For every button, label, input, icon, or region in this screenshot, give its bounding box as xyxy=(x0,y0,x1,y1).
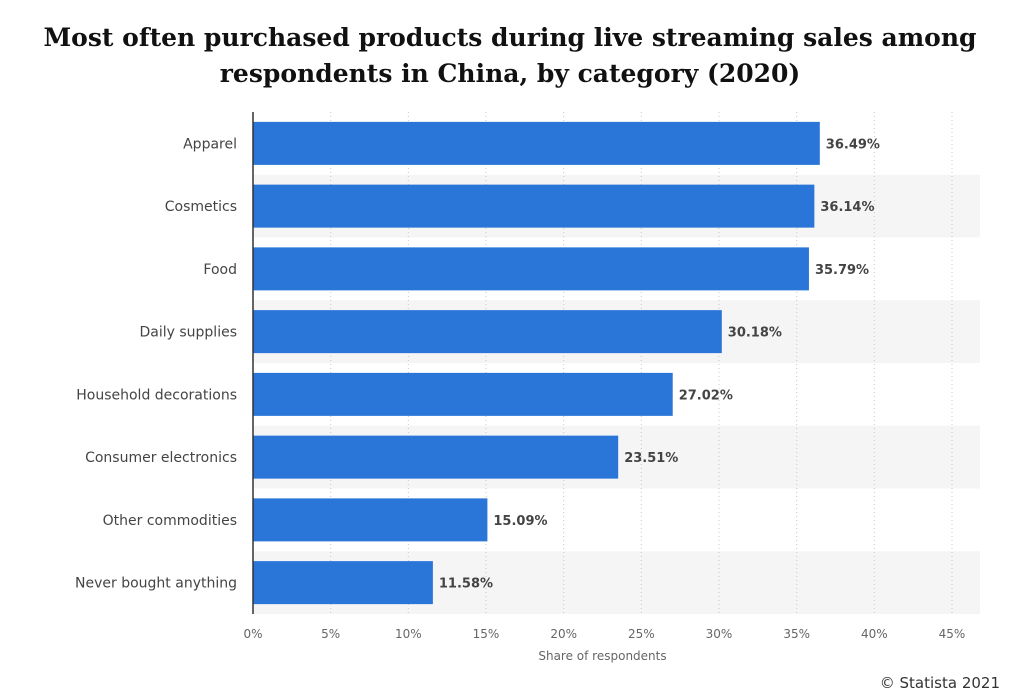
bar xyxy=(253,184,815,228)
bar xyxy=(253,498,488,542)
x-tick-label: 5% xyxy=(321,627,340,641)
category-label: Apparel xyxy=(183,136,237,152)
value-label: 35.79% xyxy=(815,263,869,278)
category-label: Other commodities xyxy=(103,513,237,529)
bar xyxy=(253,561,433,605)
copyright-text: © Statista 2021 xyxy=(879,674,1000,692)
category-label: Never bought anything xyxy=(75,576,237,592)
chart-title: Most often purchased products during liv… xyxy=(43,23,977,88)
bar xyxy=(253,247,809,291)
x-tick-label: 15% xyxy=(473,627,500,641)
x-tick-label: 25% xyxy=(628,627,655,641)
bar xyxy=(253,121,820,165)
value-label: 15.09% xyxy=(493,514,547,529)
x-tick-label: 35% xyxy=(783,627,810,641)
value-label: 11.58% xyxy=(439,577,493,592)
x-tick-label: 20% xyxy=(550,627,577,641)
x-tick-label: 45% xyxy=(939,627,966,641)
value-label: 30.18% xyxy=(728,326,782,341)
x-tick-label: 0% xyxy=(243,627,262,641)
x-axis-title: Share of respondents xyxy=(538,649,666,663)
x-tick-label: 40% xyxy=(861,627,888,641)
x-tick-label: 10% xyxy=(395,627,422,641)
value-label: 27.02% xyxy=(679,388,733,403)
bar xyxy=(253,310,722,354)
value-label: 23.51% xyxy=(624,451,678,466)
category-label: Daily supplies xyxy=(139,325,237,341)
category-label: Consumer electronics xyxy=(85,450,237,466)
value-label: 36.49% xyxy=(826,137,880,152)
value-label: 36.14% xyxy=(820,200,874,215)
category-label: Household decorations xyxy=(76,387,237,403)
x-tick-label: 30% xyxy=(706,627,733,641)
bar xyxy=(253,435,619,479)
bar xyxy=(253,372,673,416)
category-label: Cosmetics xyxy=(165,199,237,215)
category-label: Food xyxy=(203,262,237,278)
